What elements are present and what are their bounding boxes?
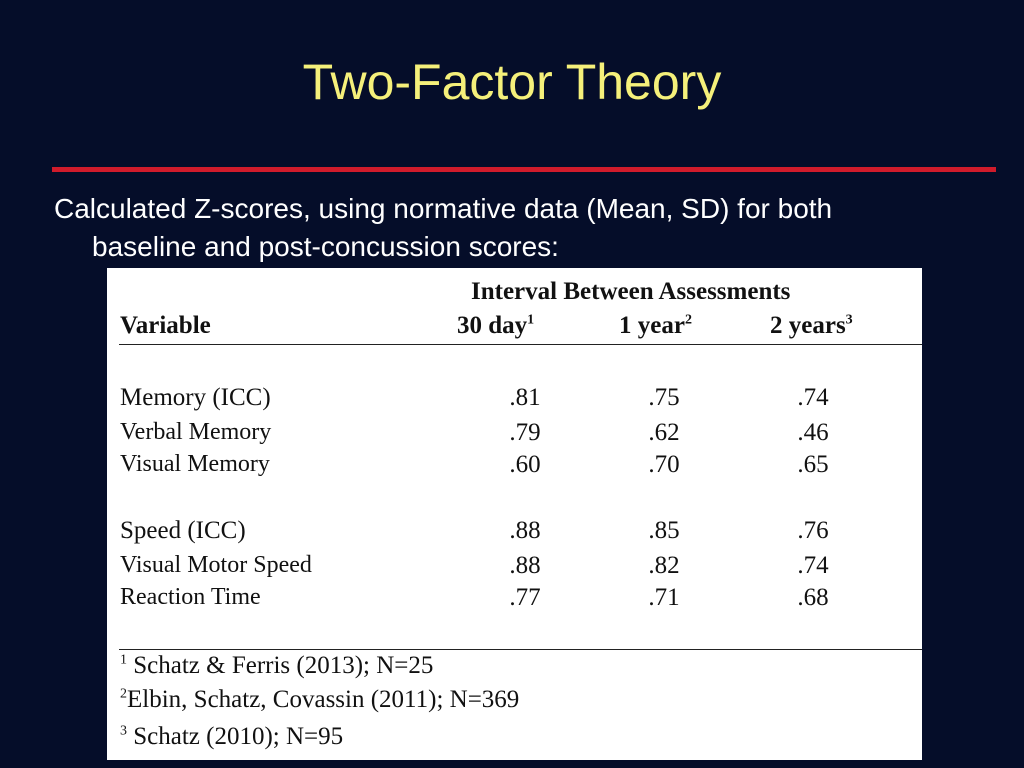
- footer-rule: [119, 649, 922, 650]
- footnote: 2Elbin, Schatz, Covassin (2011); N=369: [120, 686, 519, 714]
- variable-header: Variable: [120, 312, 211, 339]
- title-divider: [52, 167, 996, 172]
- row-label: Memory (ICC): [120, 384, 271, 411]
- intro-line-1: Calculated Z-scores, using normative dat…: [54, 193, 833, 224]
- value-30-day: .81: [509, 384, 541, 411]
- value-1-year: .71: [648, 584, 680, 611]
- value-2-years: .65: [797, 451, 829, 478]
- column-label: 30 day: [457, 312, 528, 339]
- footnote-marker: 1: [120, 652, 127, 668]
- value-1-year: .82: [648, 552, 680, 579]
- value-2-years: .68: [797, 584, 829, 611]
- row-label: Visual Memory: [120, 451, 270, 477]
- table-row: Speed (ICC) .88 .85 .76: [107, 517, 922, 547]
- table-row: Verbal Memory .79 .62 .46: [107, 419, 922, 449]
- value-2-years: .74: [797, 552, 829, 579]
- table-row: Visual Memory .60 .70 .65: [107, 451, 922, 481]
- value-1-year: .62: [648, 419, 680, 446]
- table-super-header: Interval Between Assessments: [471, 278, 791, 305]
- value-2-years: .46: [797, 419, 829, 446]
- row-label: Verbal Memory: [120, 419, 272, 445]
- footnote-text: Schatz & Ferris (2013); N=25: [133, 652, 434, 679]
- column-footnote-ref: 1: [527, 312, 535, 328]
- value-1-year: .75: [648, 384, 680, 411]
- value-30-day: .88: [509, 517, 541, 544]
- value-30-day: .60: [509, 451, 541, 478]
- column-label: 1 year: [619, 312, 685, 339]
- table-row: Visual Motor Speed .88 .82 .74: [107, 552, 922, 582]
- value-30-day: .77: [509, 584, 541, 611]
- footnote-text: Elbin, Schatz, Covassin (2011); N=369: [127, 686, 520, 713]
- value-2-years: .74: [797, 384, 829, 411]
- header-rule: [119, 344, 922, 345]
- footnote: 1 Schatz & Ferris (2013); N=25: [120, 652, 433, 680]
- column-footnote-ref: 2: [684, 312, 692, 328]
- footnote-text: Schatz (2010); N=95: [133, 723, 344, 750]
- slide-title: Two-Factor Theory: [302, 54, 722, 110]
- table-row: Memory (ICC) .81 .75 .74: [107, 384, 922, 414]
- value-2-years: .76: [797, 517, 829, 544]
- column-header-2-years: 2 years3: [770, 312, 853, 340]
- column-label: 2 years: [770, 312, 846, 339]
- intro-text: Calculated Z-scores, using normative dat…: [54, 190, 1014, 266]
- value-1-year: .70: [648, 451, 680, 478]
- row-label: Visual Motor Speed: [120, 552, 312, 578]
- column-header-1-year: 1 year2: [619, 312, 692, 340]
- intro-line-2: baseline and post-concussion scores:: [92, 231, 559, 262]
- value-1-year: .85: [648, 517, 680, 544]
- row-label: Reaction Time: [120, 584, 261, 610]
- value-30-day: .79: [509, 419, 541, 446]
- footnote-marker: 2: [120, 686, 127, 702]
- footnote: 3 Schatz (2010); N=95: [120, 723, 343, 751]
- value-30-day: .88: [509, 552, 541, 579]
- table-row: Reaction Time .77 .71 .68: [107, 584, 922, 614]
- footnote-marker: 3: [120, 723, 127, 739]
- column-footnote-ref: 3: [845, 312, 853, 328]
- column-header-30-day: 30 day1: [457, 312, 534, 340]
- row-label: Speed (ICC): [120, 517, 246, 544]
- reliability-table: Interval Between Assessments Variable 30…: [107, 268, 922, 760]
